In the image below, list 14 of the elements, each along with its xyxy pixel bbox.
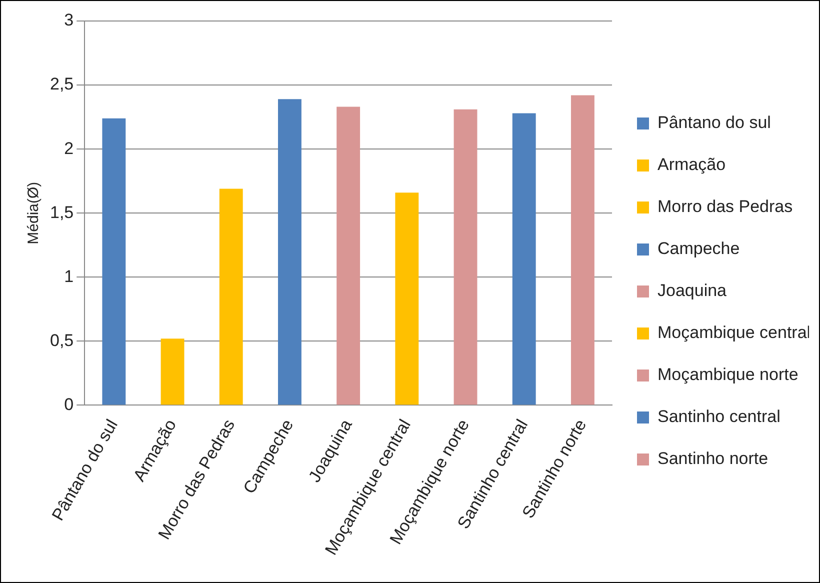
- y-axis-title: Média(Ø): [25, 182, 42, 244]
- legend-label: Morro das Pedras: [658, 197, 793, 216]
- y-tick-label: 0,5: [50, 330, 74, 350]
- y-tick-label: 2: [64, 138, 74, 158]
- y-tick-label: 0: [64, 394, 74, 414]
- legend-label: Pântano do sul: [658, 113, 771, 132]
- legend-label: Campeche: [658, 239, 740, 258]
- y-tick-label: 2,5: [50, 74, 74, 94]
- legend-label: Armação: [658, 155, 726, 174]
- y-tick-label: 1: [64, 266, 74, 286]
- y-tick-label: 3: [64, 10, 74, 30]
- legend-label: Joaquina: [658, 281, 728, 300]
- y-tick-label: 1,5: [50, 202, 74, 222]
- legend-label: Moçambique norte: [658, 365, 798, 384]
